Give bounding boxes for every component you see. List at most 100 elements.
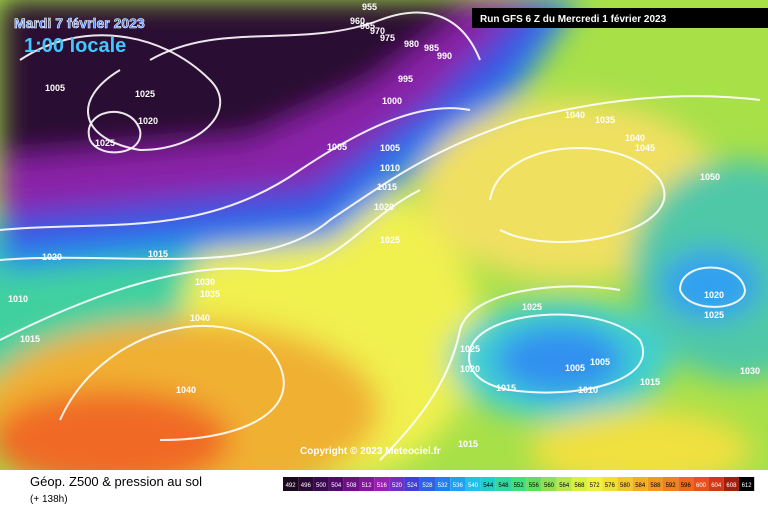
isobar-label: 1040 xyxy=(625,133,645,143)
isobar-label: 1040 xyxy=(565,110,585,120)
isobar xyxy=(19,34,222,152)
scale-cell xyxy=(480,477,496,491)
isobar-label: 985 xyxy=(424,43,439,53)
scale-label: 508 xyxy=(346,483,357,489)
scale-cell xyxy=(587,477,603,491)
isobar xyxy=(0,107,471,231)
isobar-label: 1010 xyxy=(8,294,28,304)
scale-cell xyxy=(663,477,679,491)
isobar-label: 1025 xyxy=(460,344,480,354)
scale-label: 564 xyxy=(559,483,570,489)
isobar xyxy=(489,146,666,243)
scale-cell xyxy=(571,477,587,491)
scale-label: 536 xyxy=(453,483,464,489)
isobar-label: 1015 xyxy=(496,383,516,393)
isobar-label: 1025 xyxy=(135,89,155,99)
scale-label: 580 xyxy=(620,483,631,489)
scale-label: 588 xyxy=(650,483,661,489)
scale-cell xyxy=(511,477,527,491)
isobar xyxy=(0,189,421,341)
isobar-label: 955 xyxy=(362,2,377,12)
isobar-label: 1020 xyxy=(460,364,480,374)
scale-label: 528 xyxy=(422,483,433,489)
isobar-label: 1015 xyxy=(377,182,397,192)
scale-cell xyxy=(374,477,390,491)
scale-cell xyxy=(343,477,359,491)
scale-cell xyxy=(647,477,663,491)
isobar-label: 1045 xyxy=(635,143,655,153)
scale-label: 604 xyxy=(711,483,722,489)
scale-label: 544 xyxy=(483,483,494,489)
isobar-label: 1020 xyxy=(138,116,158,126)
scale-label: 512 xyxy=(362,483,373,489)
scale-label: 552 xyxy=(514,483,525,489)
color-scale: 492 496 500 504 508 512 516 520 524 528 532 536 540 5… xyxy=(283,477,755,491)
scale-cell xyxy=(465,477,481,491)
scale-label: 596 xyxy=(681,483,692,489)
isobar-label: 1015 xyxy=(20,334,40,344)
scale-cell xyxy=(359,477,375,491)
isobar-label: 1035 xyxy=(200,289,220,299)
isobar-label: 960 xyxy=(350,16,365,26)
scale-label: 584 xyxy=(635,483,646,489)
scale-label: 572 xyxy=(590,483,601,489)
isobar xyxy=(59,324,285,441)
scale-cell xyxy=(435,477,451,491)
isobar-label: 1000 xyxy=(382,96,402,106)
isobar-label: 1025 xyxy=(380,235,400,245)
scale-label: 496 xyxy=(301,483,312,489)
scale-label: 532 xyxy=(438,483,449,489)
scale-cell xyxy=(693,477,709,491)
scale-label: 492 xyxy=(286,483,297,489)
scale-label: 500 xyxy=(316,483,327,489)
scale-label: 592 xyxy=(666,483,677,489)
isobars xyxy=(0,11,761,461)
forecast-time: 1:00 locale xyxy=(24,35,126,57)
scale-cell xyxy=(298,477,314,491)
scale-label: 524 xyxy=(407,483,418,489)
isobar-label: 1020 xyxy=(374,202,394,212)
isobar-label: 1005 xyxy=(380,143,400,153)
isobar-label: 980 xyxy=(404,39,419,49)
scale-cell xyxy=(328,477,344,491)
isobar-label: 1030 xyxy=(195,277,215,287)
scale-cell xyxy=(739,477,755,491)
scale-cell xyxy=(419,477,435,491)
scale-label: 600 xyxy=(696,483,707,489)
scale-cell xyxy=(617,477,633,491)
scale-cell xyxy=(526,477,542,491)
isobar-label: 1005 xyxy=(565,363,585,373)
scale-cell xyxy=(556,477,572,491)
run-banner xyxy=(472,8,768,28)
scale-label: 520 xyxy=(392,483,403,489)
isobar-labels: 1005 1025 1020 1025 1005 1005 1010 1015 1020 1025… xyxy=(8,2,760,449)
isobar-label: 1030 xyxy=(740,366,760,376)
isobar-label: 1040 xyxy=(176,385,196,395)
scale-label: 568 xyxy=(574,483,585,489)
isobar-label: 1005 xyxy=(45,83,65,93)
legend-lead: (+ 138h) xyxy=(30,494,68,505)
isobar-label: 1025 xyxy=(95,138,115,148)
scale-label: 612 xyxy=(742,483,753,489)
isobar-label: 990 xyxy=(437,51,452,61)
isobar-label: 1025 xyxy=(704,310,724,320)
isobar xyxy=(379,285,621,461)
scale-label: 516 xyxy=(377,483,388,489)
scale-label: 556 xyxy=(529,483,540,489)
isobar-label: 1040 xyxy=(190,313,210,323)
isobar xyxy=(87,111,142,154)
scale-cell xyxy=(450,477,466,491)
scale-cell xyxy=(723,477,739,491)
scale-label: 540 xyxy=(468,483,479,489)
isobar-label: 1020 xyxy=(704,290,724,300)
scale-cell xyxy=(632,477,648,491)
scale-label: 504 xyxy=(331,483,342,489)
isobar xyxy=(0,95,761,261)
scale-cell xyxy=(283,477,299,491)
isobar xyxy=(679,266,747,308)
run-info: Run GFS 6 Z du Mercredi 1 février 2023 xyxy=(480,14,667,25)
scale-cell xyxy=(708,477,724,491)
isobar-label: 1015 xyxy=(458,439,478,449)
